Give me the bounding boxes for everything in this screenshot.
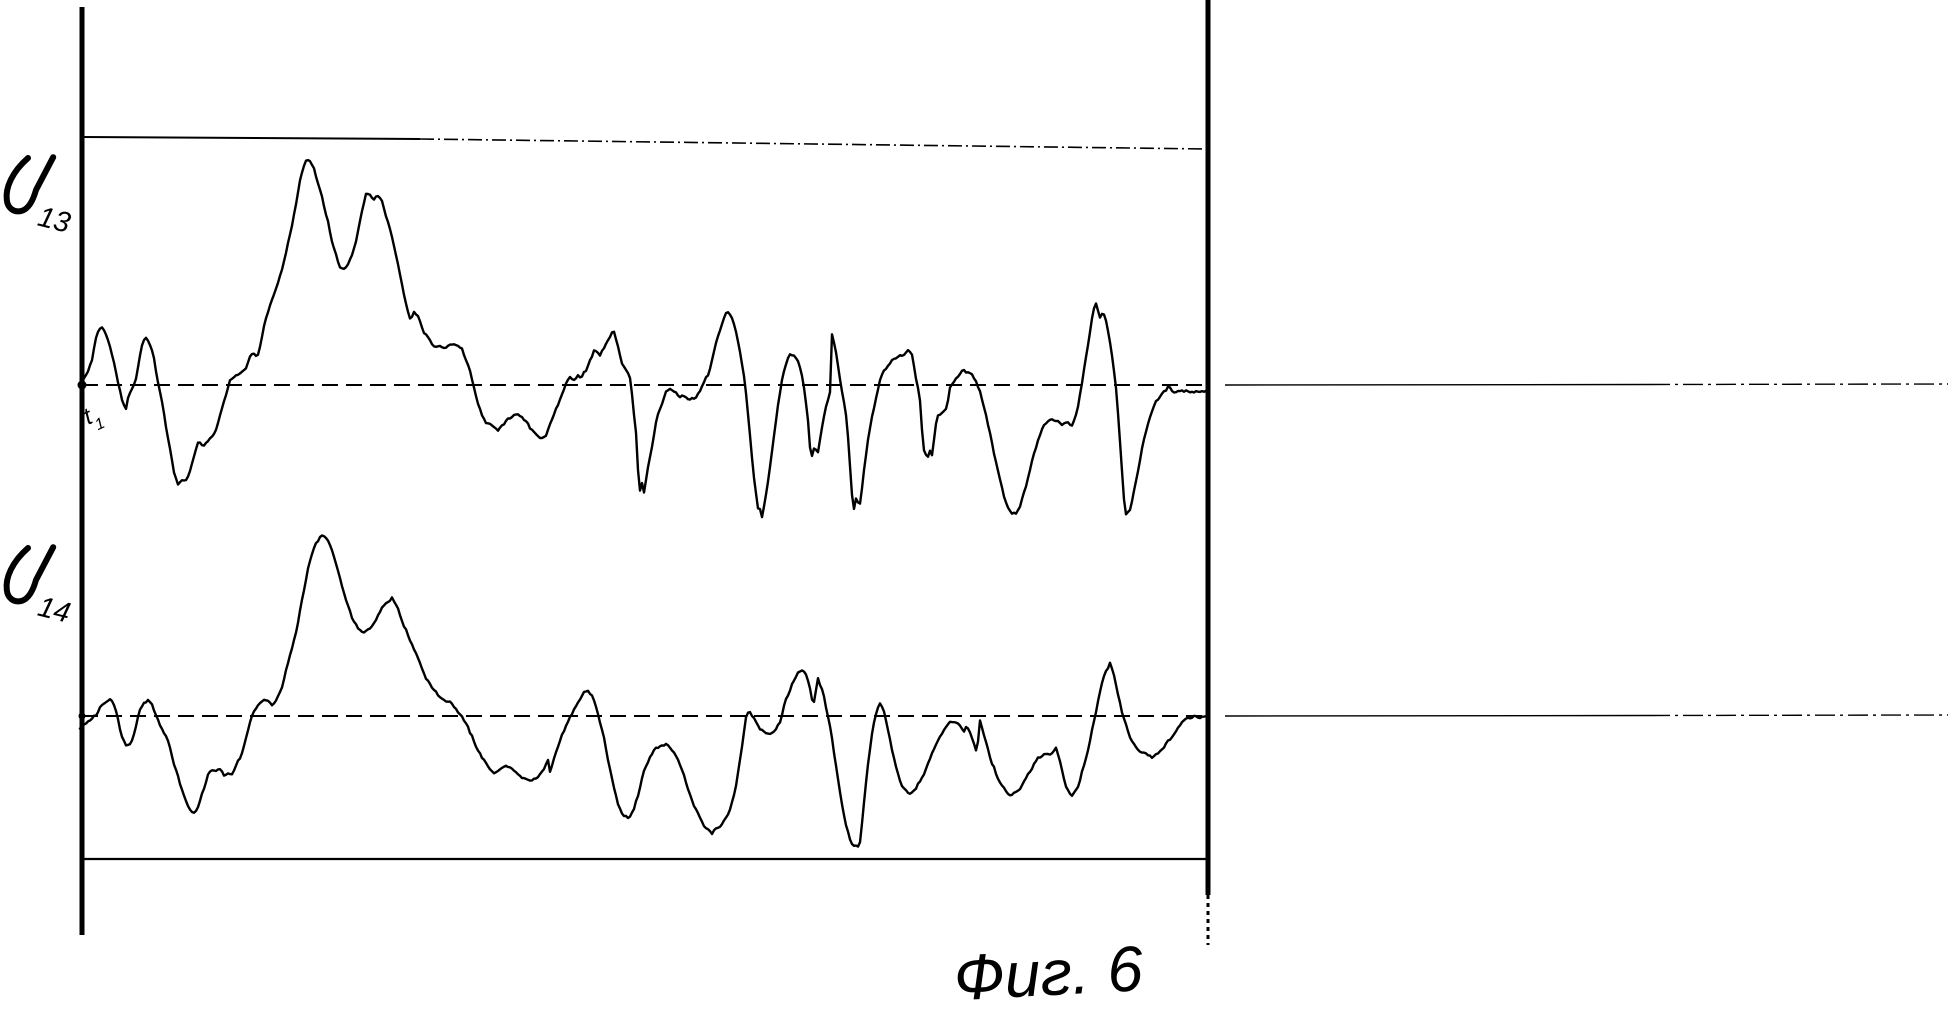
svg-text:13: 13 [35,201,74,240]
svg-text:Фиг. 6: Фиг. 6 [952,932,1145,1014]
svg-text:14: 14 [35,591,74,630]
